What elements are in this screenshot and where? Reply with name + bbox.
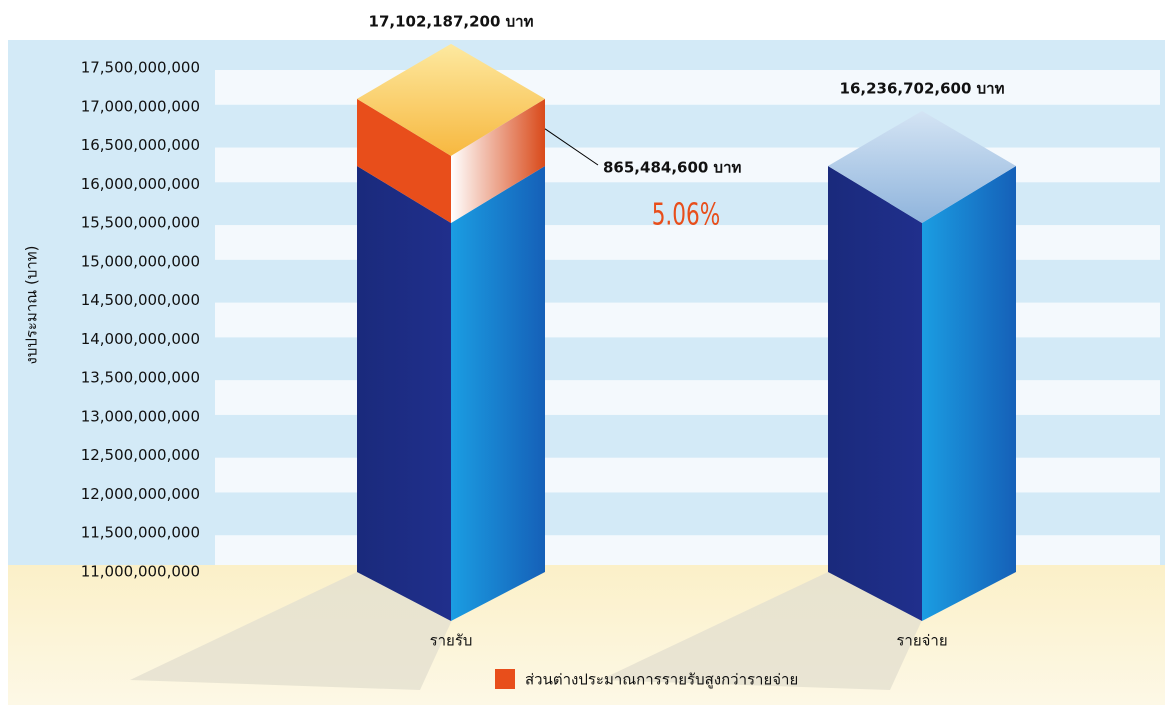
- y-tick-label: 13,500,000,000: [81, 369, 200, 387]
- bar-top: [828, 110, 1016, 223]
- bar-top: [357, 43, 545, 156]
- y-tick-label: 17,000,000,000: [81, 97, 200, 115]
- difference-percent: 5.06%: [652, 198, 721, 232]
- y-tick-label: 17,500,000,000: [81, 59, 200, 77]
- grid-band: [215, 535, 1160, 570]
- y-tick-label: 13,000,000,000: [81, 407, 200, 425]
- grid-band: [215, 302, 1160, 338]
- y-tick-label: 16,000,000,000: [81, 175, 200, 193]
- y-tick-label: 15,000,000,000: [81, 252, 200, 270]
- leader-line: [544, 128, 599, 166]
- y-tick-label: 12,500,000,000: [81, 446, 200, 464]
- legend-swatch: [495, 669, 515, 689]
- legend-label: ส่วนต่างประมาณการรายรับสูงกว่ารายจ่าย: [525, 671, 798, 689]
- x-tick-label: รายจ่าย: [896, 632, 947, 650]
- grid-band: [215, 457, 1160, 493]
- value-label: 16,236,702,600 บาท: [840, 79, 1005, 97]
- grid-band: [215, 70, 1160, 105]
- y-tick-label: 12,000,000,000: [81, 485, 200, 503]
- x-tick-label: รายรับ: [430, 632, 473, 650]
- y-tick-label: 14,000,000,000: [81, 330, 200, 348]
- y-tick-label: 15,500,000,000: [81, 214, 200, 232]
- y-tick-label: 11,500,000,000: [81, 524, 200, 542]
- shadow: [600, 572, 922, 690]
- shadow: [130, 572, 452, 690]
- bar-face: [828, 165, 922, 621]
- difference-face: [451, 98, 545, 223]
- y-axis-label: งบประมาณ (บาท): [23, 245, 41, 364]
- difference-face: [357, 98, 451, 223]
- y-tick-label: 14,500,000,000: [81, 291, 200, 309]
- bar-face: [922, 165, 1016, 621]
- y-tick-label: 16,500,000,000: [81, 136, 200, 154]
- bar-face: [451, 165, 545, 621]
- y-tick-label: 11,000,000,000: [81, 563, 200, 581]
- difference-label: 865,484,600 บาท: [603, 159, 741, 177]
- value-label: 17,102,187,200 บาท: [369, 12, 534, 30]
- grid-band: [215, 380, 1160, 415]
- bar-face: [357, 165, 451, 621]
